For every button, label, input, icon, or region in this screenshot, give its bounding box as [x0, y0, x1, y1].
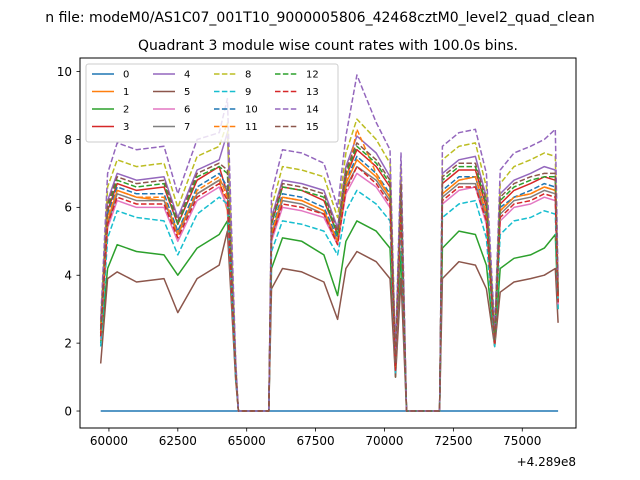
y-tick-label: 0 [64, 404, 72, 418]
legend-label-8: 8 [245, 70, 251, 81]
plot-area [99, 74, 559, 412]
legend-label-0: 0 [123, 70, 129, 81]
x-tick-label: 65000 [228, 434, 266, 448]
x-tick-label: 62500 [159, 434, 197, 448]
chart-title: Quadrant 3 module wise count rates with … [138, 38, 518, 54]
series-line-15 [99, 142, 559, 412]
legend-label-5: 5 [184, 87, 190, 98]
legend-label-7: 7 [184, 122, 190, 133]
legend-label-15: 15 [306, 122, 319, 133]
x-tick-label: 70000 [365, 434, 403, 448]
legend-label-12: 12 [306, 70, 319, 81]
series-line-9 [99, 189, 559, 412]
legend-label-11: 11 [245, 122, 258, 133]
y-tick-label: 4 [64, 269, 72, 283]
legend-label-9: 9 [245, 87, 251, 98]
series-line-8 [99, 118, 559, 412]
legend-box [85, 63, 339, 143]
series-line-13 [99, 165, 559, 412]
figure-suptitle: n file: modeM0/AS1C07_001T10_9000005806_… [45, 10, 594, 26]
y-tick-label: 6 [64, 201, 72, 215]
legend-label-10: 10 [245, 105, 258, 116]
series-line-3 [99, 148, 559, 412]
y-tick-label: 2 [64, 336, 72, 350]
x-tick-label: 60000 [90, 434, 128, 448]
legend-label-4: 4 [184, 70, 190, 81]
legend-label-2: 2 [123, 105, 129, 116]
legend-label-1: 1 [123, 87, 129, 98]
legend-label-13: 13 [306, 87, 319, 98]
x-tick-label: 72500 [434, 434, 472, 448]
x-offset-label: +4.289e8 [517, 455, 576, 469]
x-tick-label: 75000 [503, 434, 541, 448]
y-tick-label: 8 [64, 133, 72, 147]
axes-frame [79, 57, 577, 429]
y-tick-label: 10 [57, 65, 72, 79]
legend-label-14: 14 [306, 105, 319, 116]
legend-label-3: 3 [123, 122, 129, 133]
axis-ticks: 60000 62500 65000 67500 70000 72500 75000 0 2 4 6 8… [57, 65, 542, 448]
legend-label-6: 6 [184, 105, 190, 116]
x-tick-label: 67500 [297, 434, 335, 448]
